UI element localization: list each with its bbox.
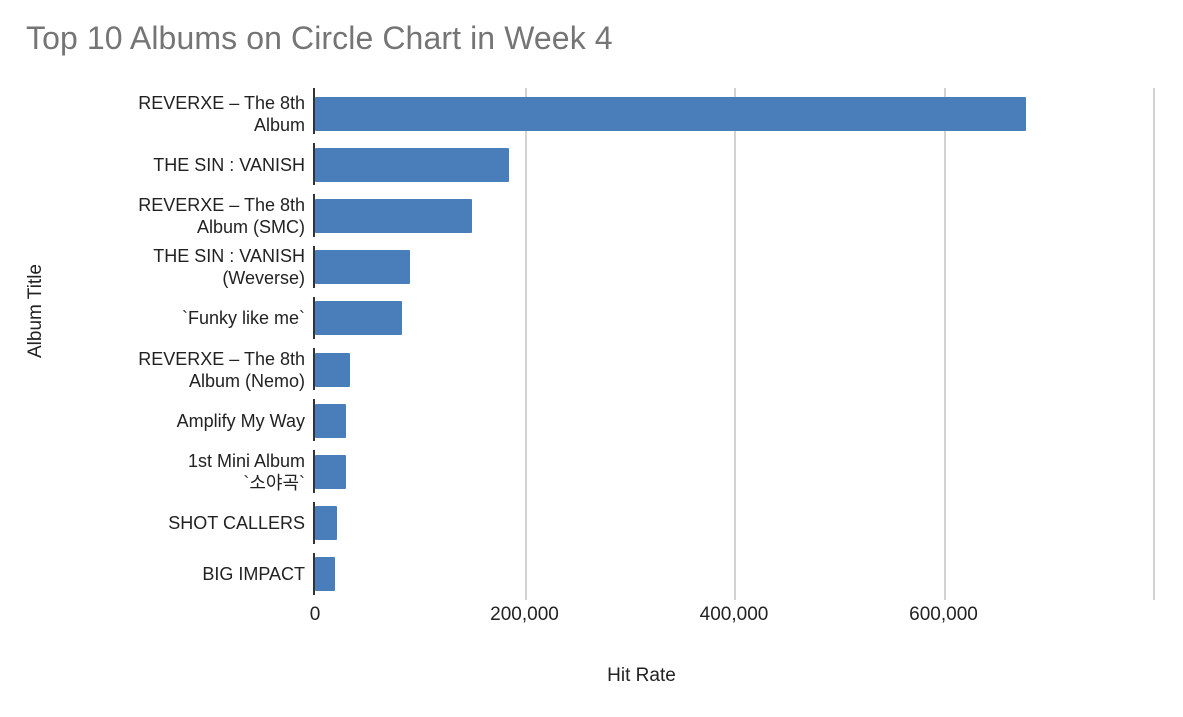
y-tick-label: 1st Mini Album `소야곡` [187, 451, 305, 493]
y-tick-label: BIG IMPACT [202, 564, 305, 585]
y-tick-label: REVERXE – The 8th Album (Nemo) [138, 348, 305, 391]
axis-notch [313, 441, 315, 451]
x-tick-label: 0 [309, 604, 321, 625]
y-tick-label: REVERXE – The 8th Album [138, 92, 305, 135]
axis-notch [313, 390, 315, 400]
gridline [943, 88, 946, 600]
bar[interactable] [315, 506, 337, 541]
y-tick-label: SHOT CALLERS [168, 513, 305, 534]
gridline [1153, 88, 1155, 600]
y-axis-title: Album Title [25, 264, 46, 358]
axis-notch [313, 134, 315, 144]
bar[interactable] [315, 301, 402, 336]
gridline [524, 88, 527, 600]
axis-notch [313, 339, 315, 348]
y-tick-label: THE SIN : VANISH [153, 154, 305, 175]
y-tick-label: REVERXE – The 8th Album (SMC) [138, 195, 305, 237]
axis-notch [313, 595, 315, 604]
y-tick-label: `Funky like me` [181, 308, 305, 329]
x-tick-label: 200,000 [490, 604, 559, 625]
axis-notch [313, 287, 315, 297]
axis-notch [313, 236, 315, 246]
gridline [734, 88, 736, 600]
axis-notch [313, 543, 315, 553]
y-tick-label: Amplify My Way [176, 410, 305, 431]
y-tick-label: THE SIN : VANISH (Weverse) [153, 246, 305, 289]
bar[interactable] [315, 352, 351, 387]
x-axis-title: Hit Rate [0, 665, 1183, 687]
axis-notch [313, 492, 315, 502]
bar[interactable] [315, 96, 1027, 131]
axis-notch [313, 185, 315, 195]
plot-area [315, 88, 1155, 600]
bar[interactable] [315, 199, 473, 233]
bar[interactable] [315, 557, 335, 592]
bar[interactable] [315, 403, 347, 438]
x-tick-label: 400,000 [699, 604, 769, 625]
chart-title: Top 10 Albums on Circle Chart in Week 4 [26, 20, 613, 56]
x-tick-label: 600,000 [909, 604, 978, 625]
bar[interactable] [315, 147, 509, 182]
x-axis-title-label: Hit Rate [607, 665, 676, 686]
bar[interactable] [315, 455, 347, 489]
bar[interactable] [315, 250, 411, 285]
